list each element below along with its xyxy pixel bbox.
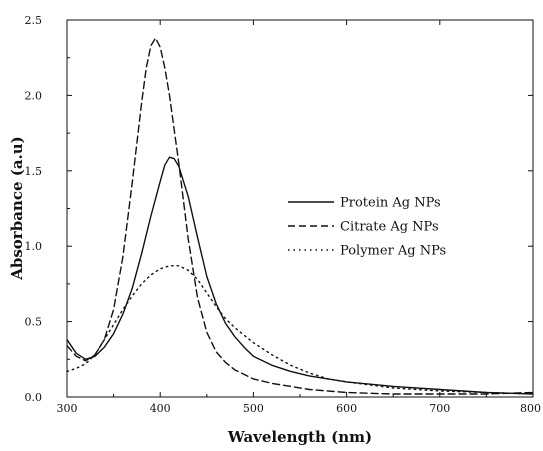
plot-frame (66, 19, 534, 398)
x-tick-label: 500 (243, 402, 264, 415)
y-axis-ticks: 0.0 0.5 1.0 1.5 2.0 2.5 (25, 14, 533, 404)
y-axis-title: Absorbance (a.u) (8, 136, 26, 281)
y-tick-label: 1.5 (25, 165, 43, 178)
x-tick-label: 400 (150, 402, 171, 415)
legend-label: Citrate Ag NPs (340, 220, 439, 235)
legend-label: Polymer Ag NPs (340, 244, 446, 259)
x-tick-label: 600 (336, 402, 357, 415)
x-axis-title: Wavelength (nm) (227, 428, 372, 446)
series-line-dashed (66, 37, 534, 395)
series-line-solid (66, 156, 534, 395)
y-tick-label: 0.5 (25, 316, 43, 329)
y-tick-label: 2.5 (25, 14, 43, 27)
legend-label: Protein Ag NPs (340, 196, 441, 211)
y-tick-label: 0.0 (25, 391, 43, 404)
series-layer (66, 37, 534, 395)
x-tick-label: 700 (429, 402, 450, 415)
legend: Protein Ag NPs Citrate Ag NPs Polymer Ag N… (288, 196, 446, 259)
x-tick-label: 300 (57, 402, 78, 415)
x-axis-ticks: 300 400 500 600 700 800 (57, 20, 541, 415)
y-tick-label: 2.0 (25, 89, 43, 102)
x-tick-label: 800 (520, 402, 541, 415)
y-tick-label: 1.0 (25, 240, 43, 253)
series-line-dotted (66, 265, 534, 395)
